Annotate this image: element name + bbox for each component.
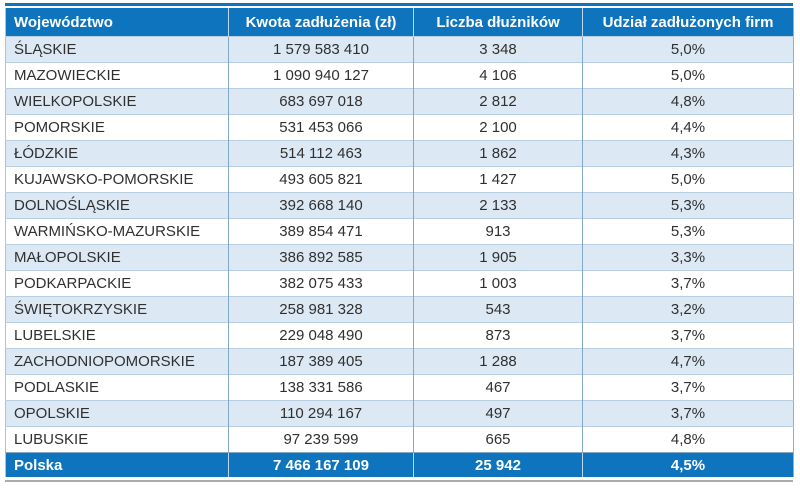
column-header-udzial-zadluzonych-firm: Udział zadłużonych firm xyxy=(582,8,794,37)
table-cell: 3,7% xyxy=(582,270,794,297)
table-cell: 1 905 xyxy=(413,244,583,271)
table-row: ŚWIĘTOKRZYSKIE 258 981 328 543 3,2% xyxy=(5,296,794,323)
table-cell: 531 453 066 xyxy=(228,114,414,141)
column-header-wojewodztwo: Województwo xyxy=(5,8,229,37)
table-cell: 5,3% xyxy=(582,192,794,219)
table-row: MAZOWIECKIE 1 090 940 127 4 106 5,0% xyxy=(5,62,794,89)
table-cell: 5,0% xyxy=(582,36,794,63)
table-cell: POMORSKIE xyxy=(5,114,229,141)
table-cell: 392 668 140 xyxy=(228,192,414,219)
table-row: DOLNOŚLĄSKIE 392 668 140 2 133 5,3% xyxy=(5,192,794,219)
table-row: ZACHODNIOPOMORSKIE 187 389 405 1 288 4,7% xyxy=(5,348,794,375)
table-cell: 873 xyxy=(413,322,583,349)
table-cell: 3,7% xyxy=(582,400,794,427)
table-cell: 5,3% xyxy=(582,218,794,245)
table-cell: 187 389 405 xyxy=(228,348,414,375)
table-row: ŁÓDZKIE 514 112 463 1 862 4,3% xyxy=(5,140,794,167)
table-cell: 665 xyxy=(413,426,583,453)
table-cell: DOLNOŚLĄSKIE xyxy=(5,192,229,219)
table-cell: 97 239 599 xyxy=(228,426,414,453)
table-cell: OPOLSKIE xyxy=(5,400,229,427)
table-cell: PODKARPACKIE xyxy=(5,270,229,297)
table-footer: Polska 7 466 167 109 25 942 4,5% xyxy=(5,452,794,477)
table-cell: 4 106 xyxy=(413,62,583,89)
table-cell: 3 348 xyxy=(413,36,583,63)
table-bottom-border xyxy=(5,480,793,482)
table-cell: PODLASKIE xyxy=(5,374,229,401)
total-kwota-zadluzenia: 7 466 167 109 xyxy=(228,452,414,477)
table-cell: ŚWIĘTOKRZYSKIE xyxy=(5,296,229,323)
table-row: OPOLSKIE 110 294 167 497 3,7% xyxy=(5,400,794,427)
table-cell: LUBELSKIE xyxy=(5,322,229,349)
table-cell: 1 288 xyxy=(413,348,583,375)
table-cell: 3,3% xyxy=(582,244,794,271)
table-cell: 1 090 940 127 xyxy=(228,62,414,89)
table-row: WARMIŃSKO-MAZURSKIE 389 854 471 913 5,3% xyxy=(5,218,794,245)
table-cell: 543 xyxy=(413,296,583,323)
table-cell: 3,7% xyxy=(582,322,794,349)
table-cell: 683 697 018 xyxy=(228,88,414,115)
column-header-kwota-zadluzenia: Kwota zadłużenia (zł) xyxy=(228,8,414,37)
table-cell: WIELKOPOLSKIE xyxy=(5,88,229,115)
total-row-label: Polska xyxy=(5,452,229,477)
table-cell: WARMIŃSKO-MAZURSKIE xyxy=(5,218,229,245)
table-cell: 4,3% xyxy=(582,140,794,167)
table-cell: 4,7% xyxy=(582,348,794,375)
debt-by-voivodeship-table: Województwo Kwota zadłużenia (zł) Liczba… xyxy=(5,8,794,477)
table-cell: KUJAWSKO-POMORSKIE xyxy=(5,166,229,193)
table-top-border xyxy=(5,3,793,6)
total-row: Polska 7 466 167 109 25 942 4,5% xyxy=(5,452,794,477)
table-cell: 1 579 583 410 xyxy=(228,36,414,63)
table-cell: 382 075 433 xyxy=(228,270,414,297)
table-cell: 110 294 167 xyxy=(228,400,414,427)
table-row: ŚLĄSKIE 1 579 583 410 3 348 5,0% xyxy=(5,36,794,63)
table-cell: 4,4% xyxy=(582,114,794,141)
table-cell: LUBUSKIE xyxy=(5,426,229,453)
table-cell: 5,0% xyxy=(582,62,794,89)
table-cell: 2 812 xyxy=(413,88,583,115)
table-cell: 497 xyxy=(413,400,583,427)
column-header-liczba-dluznikow: Liczba dłużników xyxy=(413,8,583,37)
table-row: MAŁOPOLSKIE 386 892 585 1 905 3,3% xyxy=(5,244,794,271)
table-cell: 386 892 585 xyxy=(228,244,414,271)
table-row: LUBUSKIE 97 239 599 665 4,8% xyxy=(5,426,794,453)
table-cell: 5,0% xyxy=(582,166,794,193)
table-cell: 2 100 xyxy=(413,114,583,141)
debt-table-container: Województwo Kwota zadłużenia (zł) Liczba… xyxy=(5,3,794,482)
table-cell: 493 605 821 xyxy=(228,166,414,193)
table-cell: 913 xyxy=(413,218,583,245)
table-row: PODLASKIE 138 331 586 467 3,7% xyxy=(5,374,794,401)
table-row: WIELKOPOLSKIE 683 697 018 2 812 4,8% xyxy=(5,88,794,115)
table-cell: 514 112 463 xyxy=(228,140,414,167)
table-header: Województwo Kwota zadłużenia (zł) Liczba… xyxy=(5,8,794,37)
table-row: POMORSKIE 531 453 066 2 100 4,4% xyxy=(5,114,794,141)
table-cell: ŁÓDZKIE xyxy=(5,140,229,167)
table-row: KUJAWSKO-POMORSKIE 493 605 821 1 427 5,0% xyxy=(5,166,794,193)
table-cell: ŚLĄSKIE xyxy=(5,36,229,63)
table-cell: 1 003 xyxy=(413,270,583,297)
table-cell: 3,7% xyxy=(582,374,794,401)
table-cell: 229 048 490 xyxy=(228,322,414,349)
table-cell: 138 331 586 xyxy=(228,374,414,401)
table-cell: 4,8% xyxy=(582,426,794,453)
table-cell: ZACHODNIOPOMORSKIE xyxy=(5,348,229,375)
table-body: ŚLĄSKIE 1 579 583 410 3 348 5,0% MAZOWIECKIE… xyxy=(5,36,794,453)
table-cell: MAŁOPOLSKIE xyxy=(5,244,229,271)
total-udzial-zadluzonych-firm: 4,5% xyxy=(582,452,794,477)
table-row: PODKARPACKIE 382 075 433 1 003 3,7% xyxy=(5,270,794,297)
header-row: Województwo Kwota zadłużenia (zł) Liczba… xyxy=(5,8,794,37)
table-cell: 1 427 xyxy=(413,166,583,193)
table-cell: 467 xyxy=(413,374,583,401)
table-row: LUBELSKIE 229 048 490 873 3,7% xyxy=(5,322,794,349)
table-cell: 4,8% xyxy=(582,88,794,115)
table-cell: MAZOWIECKIE xyxy=(5,62,229,89)
total-liczba-dluznikow: 25 942 xyxy=(413,452,583,477)
table-cell: 389 854 471 xyxy=(228,218,414,245)
table-cell: 1 862 xyxy=(413,140,583,167)
table-cell: 3,2% xyxy=(582,296,794,323)
table-cell: 2 133 xyxy=(413,192,583,219)
table-cell: 258 981 328 xyxy=(228,296,414,323)
